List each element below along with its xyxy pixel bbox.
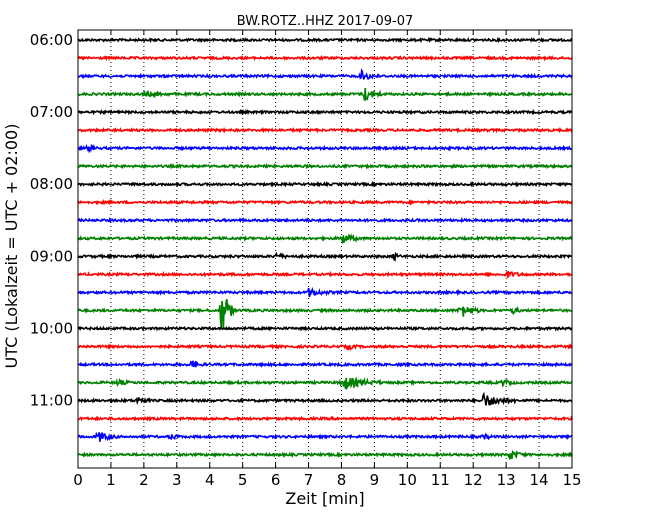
x-axis-label: Zeit [min] [285, 489, 364, 508]
trace-row [77, 251, 573, 262]
x-axis-ticks: 0 1 2 3 4 5 6 7 8 9 10 11 12 13 14 15 [73, 30, 582, 489]
x-tick-label: 12 [464, 471, 483, 489]
trace-row [77, 325, 573, 332]
x-tick-label: 1 [106, 471, 116, 489]
trace-row [77, 415, 573, 422]
trace-row [77, 391, 573, 406]
trace-row [77, 233, 573, 244]
trace-row [77, 108, 573, 116]
y-axis-label: UTC (Lokalzeit = UTC + 02:00) [2, 124, 21, 369]
trace-row [77, 360, 573, 368]
trace-row [77, 342, 573, 351]
y-tick-label: 10:00 [30, 319, 73, 337]
x-tick-label: 10 [398, 471, 417, 489]
trace-row [77, 216, 573, 224]
trace-row [77, 143, 573, 154]
y-tick-label: 09:00 [30, 247, 73, 265]
y-tick-label: 07:00 [30, 103, 73, 121]
plot-frame [77, 29, 573, 469]
trace-row [77, 198, 573, 206]
x-tick-label: 3 [172, 471, 182, 489]
x-tick-label: 13 [497, 471, 516, 489]
x-tick-label: 4 [205, 471, 215, 489]
trace-row [77, 36, 573, 44]
x-tick-label: 2 [139, 471, 149, 489]
trace-row [77, 376, 573, 391]
chart-title: BW.ROTZ..HHZ 2017-09-07 [237, 14, 413, 29]
x-tick-label: 9 [370, 471, 380, 489]
trace-row [77, 88, 573, 102]
trace-row [78, 299, 573, 329]
x-tick-label: 8 [337, 471, 347, 489]
trace-row [77, 286, 573, 297]
x-tick-label: 11 [431, 471, 450, 489]
trace-row [77, 67, 573, 80]
y-tick-label: 11:00 [30, 392, 73, 410]
y-tick-label: 08:00 [30, 175, 73, 193]
x-tick-label: 6 [271, 471, 281, 489]
y-tick-label: 06:00 [30, 31, 73, 49]
x-tick-label: 5 [238, 471, 248, 489]
y-axis-ticks: 06:00 07:00 08:00 09:00 10:00 11:00 [30, 31, 572, 410]
seismic-traces [77, 36, 573, 460]
trace-row [77, 180, 573, 188]
trace-row [77, 449, 573, 460]
x-tick-label: 14 [530, 471, 549, 489]
trace-row [77, 270, 573, 279]
trace-row [77, 127, 573, 134]
trace-row [77, 431, 573, 442]
trace-row [77, 54, 573, 62]
x-tick-label: 15 [562, 471, 581, 489]
trace-row [77, 162, 573, 170]
x-tick-label: 7 [304, 471, 314, 489]
x-tick-label: 0 [73, 471, 83, 489]
